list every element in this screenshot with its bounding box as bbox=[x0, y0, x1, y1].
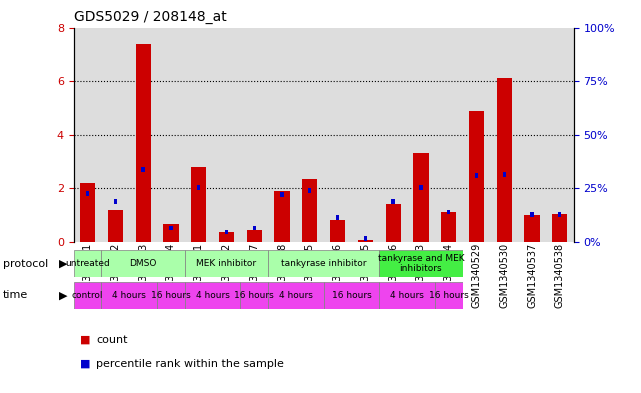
Bar bbox=[86, 191, 89, 196]
Text: 16 hours: 16 hours bbox=[429, 291, 469, 299]
Text: 4 hours: 4 hours bbox=[390, 291, 424, 299]
Bar bbox=[142, 167, 145, 172]
Text: protocol: protocol bbox=[3, 259, 49, 269]
Text: untreated: untreated bbox=[65, 259, 110, 268]
Bar bbox=[308, 188, 312, 193]
Bar bbox=[330, 220, 345, 242]
Text: 4 hours: 4 hours bbox=[196, 291, 229, 299]
Text: 16 hours: 16 hours bbox=[151, 291, 191, 299]
Bar bbox=[358, 241, 373, 242]
Text: percentile rank within the sample: percentile rank within the sample bbox=[96, 358, 284, 369]
Bar bbox=[240, 282, 268, 309]
Text: ■: ■ bbox=[80, 335, 90, 345]
Bar bbox=[503, 172, 506, 177]
Bar bbox=[447, 209, 451, 215]
Bar bbox=[524, 215, 540, 242]
Bar bbox=[191, 167, 206, 242]
Text: time: time bbox=[3, 290, 28, 300]
Bar bbox=[435, 282, 463, 309]
Text: 4 hours: 4 hours bbox=[279, 291, 313, 299]
Bar bbox=[253, 226, 256, 230]
Bar bbox=[185, 282, 240, 309]
Bar bbox=[280, 192, 284, 197]
Bar bbox=[80, 183, 96, 242]
Bar bbox=[392, 199, 395, 204]
Bar bbox=[219, 232, 234, 242]
Bar bbox=[419, 185, 422, 190]
Bar bbox=[413, 153, 429, 242]
Bar bbox=[302, 179, 317, 242]
Text: ▶: ▶ bbox=[59, 290, 67, 300]
Bar bbox=[274, 191, 290, 242]
Bar bbox=[247, 230, 262, 242]
Bar bbox=[169, 226, 172, 230]
Bar bbox=[385, 204, 401, 242]
Bar bbox=[163, 224, 179, 242]
Text: DMSO: DMSO bbox=[129, 259, 157, 268]
Bar bbox=[530, 212, 534, 217]
Text: control: control bbox=[72, 291, 103, 299]
Bar bbox=[185, 250, 268, 277]
Bar bbox=[441, 212, 456, 242]
Bar bbox=[379, 250, 463, 277]
Bar bbox=[135, 44, 151, 242]
Bar bbox=[497, 78, 512, 242]
Text: count: count bbox=[96, 335, 128, 345]
Text: tankyrase and MEK
inhibitors: tankyrase and MEK inhibitors bbox=[378, 254, 464, 274]
Bar bbox=[225, 230, 228, 235]
Bar bbox=[268, 250, 379, 277]
Bar bbox=[101, 250, 185, 277]
Bar bbox=[197, 185, 201, 190]
Text: tankyrase inhibitor: tankyrase inhibitor bbox=[281, 259, 367, 268]
Bar bbox=[379, 282, 435, 309]
Text: 4 hours: 4 hours bbox=[112, 291, 146, 299]
Bar bbox=[552, 213, 567, 242]
Bar bbox=[475, 173, 478, 178]
Bar bbox=[74, 282, 101, 309]
Text: GDS5029 / 208148_at: GDS5029 / 208148_at bbox=[74, 10, 226, 24]
Bar bbox=[469, 110, 484, 242]
Bar bbox=[74, 250, 101, 277]
Text: ▶: ▶ bbox=[59, 259, 67, 269]
Bar bbox=[324, 282, 379, 309]
Bar bbox=[336, 215, 339, 220]
Text: MEK inhibitor: MEK inhibitor bbox=[196, 259, 256, 268]
Bar bbox=[108, 209, 123, 242]
Text: ■: ■ bbox=[80, 358, 90, 369]
Bar bbox=[113, 199, 117, 204]
Bar bbox=[157, 282, 185, 309]
Text: 16 hours: 16 hours bbox=[331, 291, 371, 299]
Bar bbox=[268, 282, 324, 309]
Bar bbox=[558, 212, 562, 217]
Bar bbox=[363, 236, 367, 241]
Bar bbox=[101, 282, 157, 309]
Text: 16 hours: 16 hours bbox=[235, 291, 274, 299]
